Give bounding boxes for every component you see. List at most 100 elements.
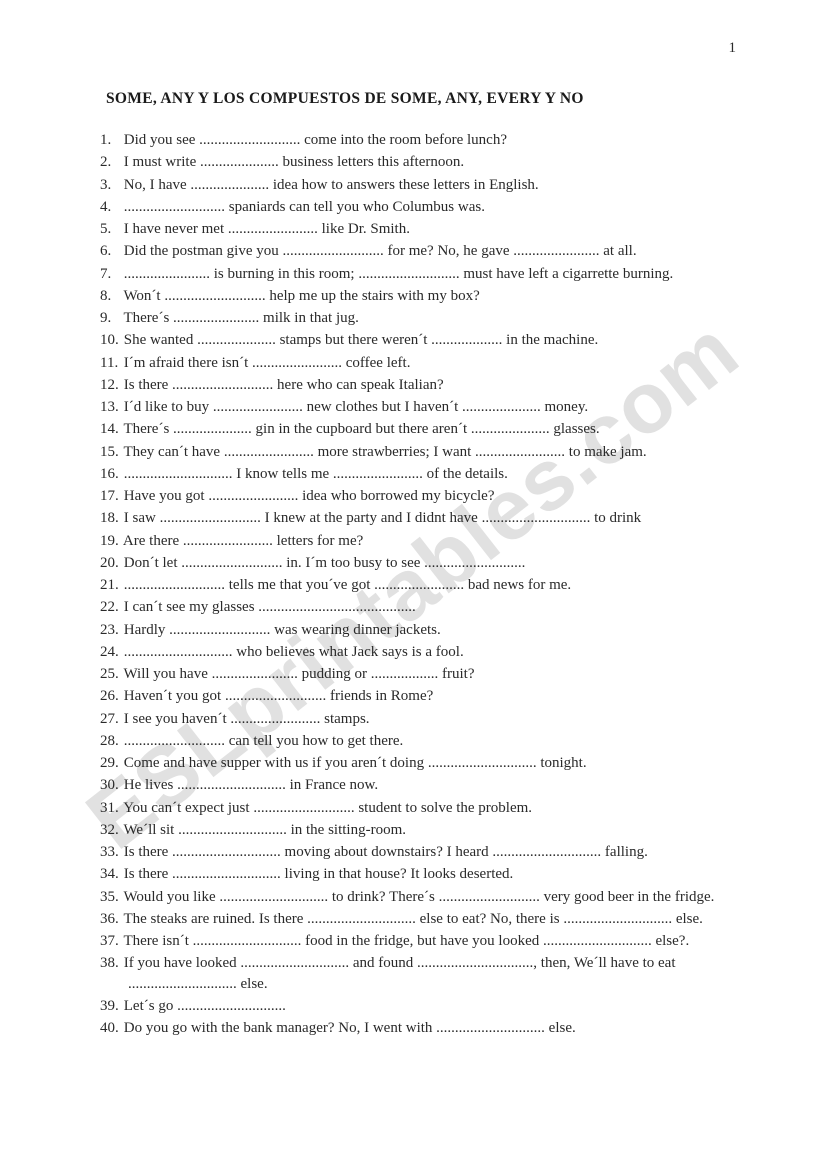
question-item: 11. I´m afraid there isn´t .............… (100, 353, 746, 373)
question-text: Did the postman give you ...............… (120, 243, 637, 259)
question-number: 13. (100, 397, 120, 417)
question-text: Don´t let ........................... in… (120, 555, 525, 571)
question-text: Would you like .........................… (120, 889, 714, 905)
question-text: I´m afraid there isn´t .................… (120, 355, 410, 371)
question-number: 3. (100, 175, 120, 195)
question-item: 6. Did the postman give you ............… (100, 241, 746, 261)
question-item: 16. ............................. I know… (100, 464, 746, 484)
question-text: There´s ..................... gin in the… (120, 421, 600, 437)
question-text: Will you have ....................... pu… (120, 666, 475, 682)
question-item: 33. Is there ...........................… (100, 842, 746, 862)
question-number: 37. (100, 931, 120, 951)
question-item: 18. I saw ........................... I … (100, 508, 746, 528)
question-number: 40. (100, 1018, 120, 1038)
question-number: 2. (100, 152, 120, 172)
question-text: He lives ............................. i… (120, 777, 378, 793)
question-item: 5. I have never met ....................… (100, 219, 746, 239)
question-text: Is there ........................... her… (120, 377, 444, 393)
question-text: Hardly ........................... was w… (120, 622, 441, 638)
question-number: 35. (100, 887, 120, 907)
question-item: 31. You can´t expect just ..............… (100, 798, 746, 818)
question-item: 34. Is there ...........................… (100, 864, 746, 884)
question-text: Come and have supper with us if you aren… (120, 755, 587, 771)
question-item: 39. Let´s go ...........................… (100, 996, 746, 1016)
question-text: She wanted ..................... stamps … (120, 332, 598, 348)
question-text: The steaks are ruined. Is there ........… (120, 911, 703, 927)
question-number: 1. (100, 130, 120, 150)
question-item: 27. I see you haven´t ..................… (100, 709, 746, 729)
question-text: I have never met .......................… (120, 221, 410, 237)
question-number: 16. (100, 464, 120, 484)
question-text: Have you got ........................ id… (120, 488, 495, 504)
question-text: We´ll sit ............................. … (120, 822, 406, 838)
question-number: 33. (100, 842, 120, 862)
question-text: ............................. I know tel… (120, 466, 508, 482)
question-item: 2. I must write ..................... bu… (100, 152, 746, 172)
question-item: 4. ........................... spaniards… (100, 197, 746, 217)
question-item: 10. She wanted ..................... sta… (100, 330, 746, 350)
question-item: 25. Will you have ......................… (100, 664, 746, 684)
question-text: No, I have ..................... idea ho… (120, 177, 539, 193)
question-number: 31. (100, 798, 120, 818)
question-text: Did you see ........................... … (120, 132, 507, 148)
question-text: ............................. who believ… (120, 644, 464, 660)
question-number: 14. (100, 419, 120, 439)
question-number: 38. (100, 953, 120, 973)
question-item: 24. ............................. who be… (100, 642, 746, 662)
worksheet-title: SOME, ANY Y LOS COMPUESTOS DE SOME, ANY,… (106, 90, 746, 108)
question-text: I saw ........................... I knew… (120, 510, 641, 526)
question-item: 15. They can´t have ....................… (100, 442, 746, 462)
question-item: 35. Would you like .....................… (100, 887, 746, 907)
question-text: There´s ....................... milk in … (120, 310, 359, 326)
question-number: 4. (100, 197, 120, 217)
question-text: ........................... spaniards ca… (120, 199, 485, 215)
question-number: 8. (100, 286, 120, 306)
question-number: 36. (100, 909, 120, 929)
question-item: 29. Come and have supper with us if you … (100, 753, 746, 773)
question-number: 29. (100, 753, 120, 773)
question-number: 15. (100, 442, 120, 462)
question-number: 10. (100, 330, 120, 350)
question-item: 23. Hardly ........................... w… (100, 620, 746, 640)
question-item: 22. I can´t see my glasses .............… (100, 597, 746, 617)
question-text: I can´t see my glasses .................… (120, 599, 416, 615)
question-number: 25. (100, 664, 120, 684)
question-item: 12. Is there ...........................… (100, 375, 746, 395)
question-text: ........................... can tell you… (120, 733, 403, 749)
question-number: 22. (100, 597, 120, 617)
question-number: 30. (100, 775, 120, 795)
question-text: There isn´t ............................… (120, 933, 689, 949)
question-item: 9. There´s ....................... milk … (100, 308, 746, 328)
question-text: Do you go with the bank manager? No, I w… (120, 1020, 576, 1036)
question-item: 1. Did you see .........................… (100, 130, 746, 150)
worksheet-page: 1 SOME, ANY Y LOS COMPUESTOS DE SOME, AN… (0, 0, 826, 1080)
question-text: If you have looked .....................… (120, 955, 676, 991)
question-item: 13. I´d like to buy ....................… (100, 397, 746, 417)
question-text: ....................... is burning in th… (120, 266, 673, 282)
question-item: 38. If you have looked .................… (100, 953, 746, 994)
question-text: Let´s go ............................. (120, 998, 286, 1014)
question-text: I must write ..................... busin… (120, 154, 464, 170)
question-item: 3. No, I have ..................... idea… (100, 175, 746, 195)
question-item: 26. Haven´t you got ....................… (100, 686, 746, 706)
question-item: 17. Have you got .......................… (100, 486, 746, 506)
question-text: Is there ............................. m… (120, 844, 648, 860)
question-item: 37. There isn´t ........................… (100, 931, 746, 951)
question-text: Won´t ........................... help m… (120, 288, 480, 304)
question-item: 36. The steaks are ruined. Is there ....… (100, 909, 746, 929)
question-text: ........................... tells me tha… (120, 577, 571, 593)
question-number: 26. (100, 686, 120, 706)
question-number: 28. (100, 731, 120, 751)
question-number: 11. (100, 353, 120, 373)
page-number: 1 (729, 40, 737, 57)
question-item: 21. ........................... tells me… (100, 575, 746, 595)
question-text: You can´t expect just ..................… (120, 800, 532, 816)
question-item: 8. Won´t ........................... hel… (100, 286, 746, 306)
question-item: 20. Don´t let ..........................… (100, 553, 746, 573)
question-item: 19. Are there ........................ l… (100, 531, 746, 551)
question-number: 23. (100, 620, 120, 640)
question-number: 9. (100, 308, 120, 328)
question-text: I see you haven´t ......................… (120, 711, 370, 727)
question-text: Is there ............................. l… (120, 866, 513, 882)
question-number: 34. (100, 864, 120, 884)
